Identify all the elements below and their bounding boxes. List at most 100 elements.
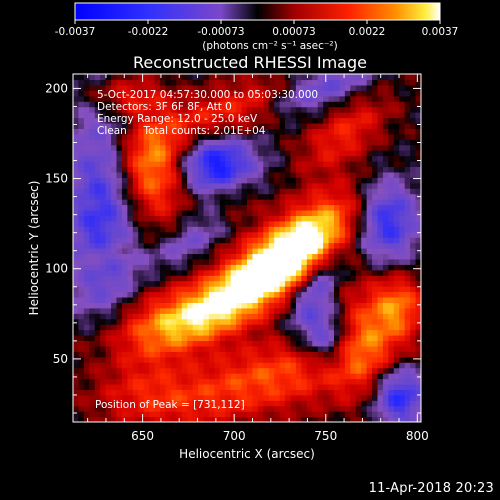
heatmap-cell (257, 204, 264, 211)
heatmap-cell (208, 248, 215, 255)
heatmap-cell (181, 253, 188, 260)
heatmap-cell (230, 79, 237, 86)
heatmap-cell (295, 405, 302, 412)
heatmap-cell (415, 356, 421, 363)
heatmap-cell (268, 335, 275, 342)
heatmap-cell (388, 416, 395, 422)
heatmap-cell (127, 302, 134, 309)
heatmap-cell (334, 340, 341, 347)
heatmap-cell (89, 139, 96, 146)
heatmap-cell (181, 128, 188, 135)
heatmap-cell (350, 264, 357, 271)
heatmap-cell (290, 318, 297, 325)
heatmap-cell (247, 79, 254, 86)
heatmap-cell (192, 275, 199, 282)
heatmap-cell (290, 405, 297, 412)
heatmap-cell (94, 383, 101, 390)
heatmap-cell (279, 335, 286, 342)
heatmap-cell (388, 204, 395, 211)
heatmap-cell (361, 226, 368, 233)
heatmap-cell (138, 95, 145, 102)
heatmap-cell (132, 394, 139, 401)
heatmap-cell (339, 226, 346, 233)
heatmap-cell (198, 84, 205, 91)
heatmap-cell (116, 161, 123, 168)
heatmap-cell (323, 258, 330, 265)
heatmap-cell (415, 95, 421, 102)
heatmap-cell (274, 133, 281, 140)
heatmap-cell (111, 383, 118, 390)
heatmap-cell (285, 237, 292, 244)
heatmap-cell (366, 122, 373, 129)
heatmap-cell (132, 286, 139, 293)
heatmap-cell (160, 150, 167, 157)
heatmap-cell (377, 122, 384, 129)
heatmap-cell (214, 171, 221, 178)
heatmap-cell (78, 139, 85, 146)
heatmap-cell (399, 95, 406, 102)
heatmap-cell (192, 416, 199, 422)
heatmap-cell (334, 351, 341, 358)
heatmap-cell (83, 411, 90, 418)
heatmap-cell (203, 307, 210, 314)
heatmap-cell (399, 389, 406, 396)
heatmap-cell (306, 291, 313, 298)
heatmap-cell (160, 356, 167, 363)
heatmap-cell (355, 324, 362, 331)
heatmap-cell (285, 411, 292, 418)
heatmap-cell (219, 84, 226, 91)
heatmap-cell (165, 269, 172, 276)
heatmap-cell (187, 128, 194, 135)
heatmap-cell (192, 296, 199, 303)
heatmap-cell (361, 79, 368, 86)
heatmap-cell (176, 329, 183, 336)
heatmap-cell (404, 112, 411, 119)
heatmap-cell (219, 307, 226, 314)
heatmap-cell (257, 74, 264, 81)
heatmap-cell (100, 161, 107, 168)
heatmap-cell (268, 242, 275, 249)
heatmap-cell (415, 394, 421, 401)
heatmap-cell (78, 144, 85, 151)
heatmap-cell (268, 367, 275, 374)
heatmap-cell (203, 101, 210, 108)
heatmap-cell (339, 237, 346, 244)
heatmap-cell (132, 264, 139, 271)
heatmap-cell (377, 291, 384, 298)
heatmap-cell (404, 340, 411, 347)
heatmap-cell (208, 84, 215, 91)
heatmap-cell (198, 302, 205, 309)
heatmap-cell (208, 128, 215, 135)
heatmap-cell (138, 296, 145, 303)
heatmap-cell (252, 161, 259, 168)
heatmap-cell (143, 264, 150, 271)
heatmap-cell (170, 275, 177, 282)
heatmap-cell (241, 373, 248, 380)
heatmap-cell (328, 351, 335, 358)
heatmap-cell (339, 394, 346, 401)
heatmap-cell (306, 150, 313, 157)
heatmap-cell (230, 394, 237, 401)
heatmap-cell (181, 373, 188, 380)
heatmap-cell (350, 313, 357, 320)
heatmap-cell (399, 226, 406, 233)
heatmap-cell (132, 231, 139, 238)
heatmap-cell (334, 248, 341, 255)
heatmap-cell (274, 389, 281, 396)
heatmap-cell (355, 367, 362, 374)
heatmap-cell (132, 128, 139, 135)
heatmap-cell (404, 95, 411, 102)
heatmap-cell (219, 79, 226, 86)
heatmap-cell (404, 373, 411, 380)
heatmap-cell (111, 117, 118, 124)
heatmap-cell (306, 226, 313, 233)
heatmap-cell (198, 209, 205, 216)
heatmap-cell (160, 220, 167, 227)
heatmap-cell (100, 193, 107, 200)
heatmap-cell (247, 139, 254, 146)
heatmap-cell (138, 226, 145, 233)
heatmap-cell (334, 307, 341, 314)
heatmap-cell (181, 177, 188, 184)
heatmap-cell (274, 112, 281, 119)
heatmap-cell (160, 199, 167, 206)
